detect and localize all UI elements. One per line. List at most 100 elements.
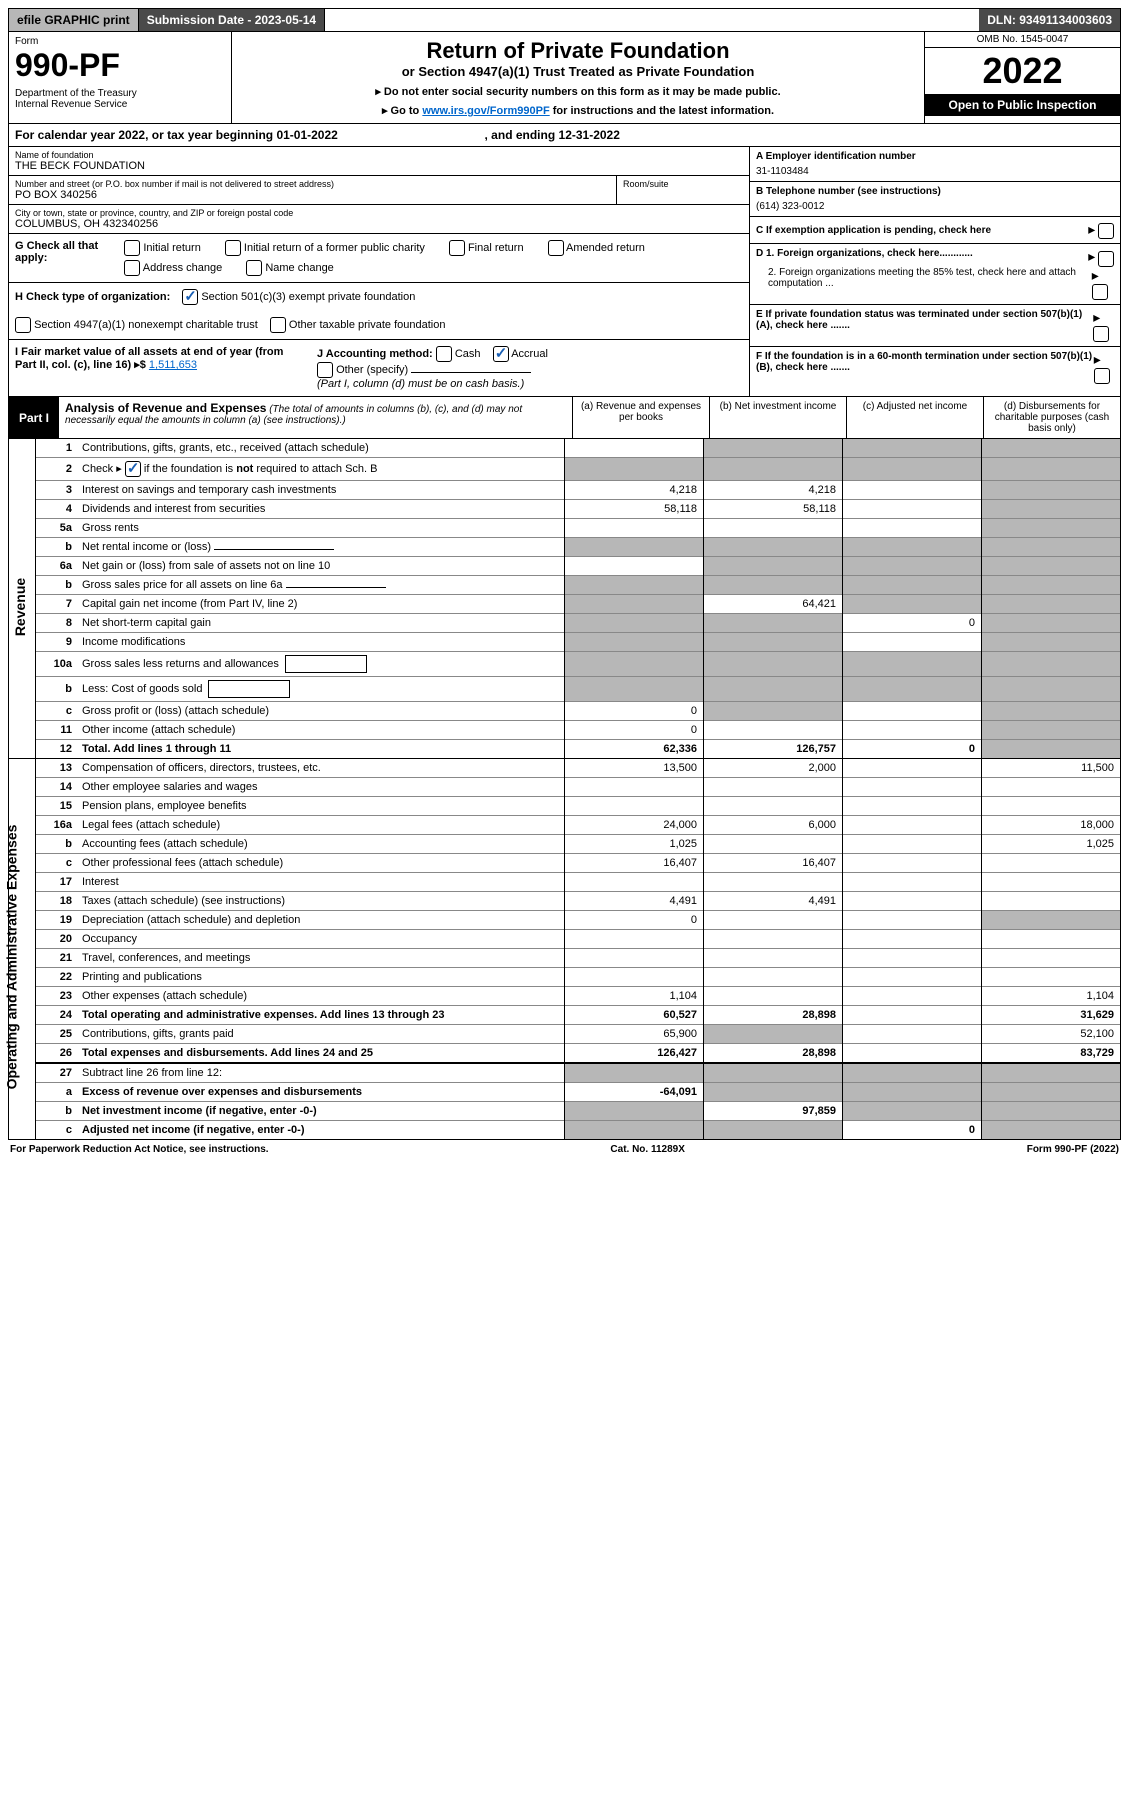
line-9: 9Income modifications — [36, 633, 1120, 652]
c-check[interactable]: ▸ — [1088, 221, 1114, 239]
line-10b-field[interactable] — [208, 680, 290, 698]
side-expenses-text: Operating and Administrative Expenses — [3, 825, 19, 1090]
line-21: 21Travel, conferences, and meetings — [36, 949, 1120, 968]
top-bar: efile GRAPHIC print Submission Date - 20… — [8, 8, 1121, 32]
header-right: OMB No. 1545-0047 2022 Open to Public In… — [925, 32, 1120, 123]
g-options: Initial return Initial return of a forme… — [124, 240, 743, 276]
h-4947[interactable]: Section 4947(a)(1) nonexempt charitable … — [15, 317, 258, 333]
line-22: 22Printing and publications — [36, 968, 1120, 987]
open-inspection: Open to Public Inspection — [925, 94, 1120, 116]
d1-check[interactable]: ▸ — [1088, 248, 1114, 266]
part1-title: Analysis of Revenue and Expenses — [65, 401, 266, 415]
g-amended[interactable]: Amended return — [548, 240, 645, 256]
line-10a: 10aGross sales less returns and allowanc… — [36, 652, 1120, 677]
line-16b: bAccounting fees (attach schedule)1,0251… — [36, 835, 1120, 854]
footer: For Paperwork Reduction Act Notice, see … — [8, 1140, 1121, 1159]
box-a: A Employer identification number 31-1103… — [750, 147, 1120, 182]
line-16a: 16aLegal fees (attach schedule)24,0006,0… — [36, 816, 1120, 835]
col-a-head: (a) Revenue and expenses per books — [572, 397, 709, 438]
j-cash[interactable]: Cash — [436, 348, 481, 360]
box-b: B Telephone number (see instructions) (6… — [750, 182, 1120, 217]
line-13: 13Compensation of officers, directors, t… — [36, 759, 1120, 778]
form-word: Form — [15, 36, 225, 47]
header-center: Return of Private Foundation or Section … — [232, 32, 925, 123]
line-15: 15Pension plans, employee benefits — [36, 797, 1120, 816]
line-10a-field[interactable] — [285, 655, 367, 673]
e-check[interactable]: ▸ — [1093, 309, 1114, 342]
line-24: 24Total operating and administrative exp… — [36, 1006, 1120, 1025]
g-addr[interactable]: Address change — [124, 260, 222, 276]
note2-pre: ▸ Go to — [382, 105, 422, 117]
note2-post: for instructions and the latest informat… — [550, 105, 774, 117]
col-c-head: (c) Adjusted net income — [846, 397, 983, 438]
g-label: G Check all that apply: — [15, 240, 112, 264]
line-4: 4Dividends and interest from securities5… — [36, 500, 1120, 519]
department: Department of the TreasuryInternal Reven… — [15, 88, 225, 110]
irs-link[interactable]: www.irs.gov/Form990PF — [422, 105, 549, 117]
line-10b: bLess: Cost of goods sold — [36, 677, 1120, 702]
form-subtitle: or Section 4947(a)(1) Trust Treated as P… — [238, 64, 918, 79]
foundation-name: THE BECK FOUNDATION — [15, 160, 743, 172]
d2-label: 2. Foreign organizations meeting the 85%… — [768, 267, 1092, 300]
i-value: 1,511,653 — [149, 359, 197, 371]
f-check[interactable]: ▸ — [1094, 351, 1114, 384]
line-5a: 5aGross rents — [36, 519, 1120, 538]
line-8: 8Net short-term capital gain0 — [36, 614, 1120, 633]
city-row: City or town, state or province, country… — [9, 205, 749, 234]
f-label: F If the foundation is in a 60-month ter… — [756, 351, 1094, 384]
name-label: Name of foundation — [15, 150, 743, 160]
j-block: J Accounting method: Cash Accrual Other … — [317, 346, 743, 390]
c-label: C If exemption application is pending, c… — [756, 225, 991, 236]
line-6b: bGross sales price for all assets on lin… — [36, 576, 1120, 595]
line-25: 25Contributions, gifts, grants paid65,90… — [36, 1025, 1120, 1044]
line-20: 20Occupancy — [36, 930, 1120, 949]
line-2: 2Check ▸ if the foundation is not requir… — [36, 458, 1120, 481]
name-row: Name of foundation THE BECK FOUNDATION — [9, 147, 749, 176]
d2-check[interactable]: ▸ — [1092, 267, 1114, 300]
box-d: D 1. Foreign organizations, check here..… — [750, 244, 1120, 304]
j-label: J Accounting method: — [317, 348, 433, 360]
h-501c3[interactable]: Section 501(c)(3) exempt private foundat… — [182, 289, 415, 305]
line-5b: bNet rental income or (loss) — [36, 538, 1120, 557]
g-initial[interactable]: Initial return — [124, 240, 201, 256]
b-label: B Telephone number (see instructions) — [756, 186, 1114, 197]
footer-mid: Cat. No. 11289X — [610, 1144, 684, 1155]
address: PO BOX 340256 — [15, 189, 610, 201]
ij-row: I Fair market value of all assets at end… — [9, 340, 749, 396]
submission-date: Submission Date - 2023-05-14 — [139, 9, 325, 31]
line-27: 27Subtract line 26 from line 12: — [36, 1063, 1120, 1083]
side-revenue: Revenue — [9, 439, 36, 758]
city-value: COLUMBUS, OH 432340256 — [15, 218, 743, 230]
g-initial-former[interactable]: Initial return of a former public charit… — [225, 240, 425, 256]
g-final[interactable]: Final return — [449, 240, 524, 256]
addr-label: Number and street (or P.O. box number if… — [15, 179, 610, 189]
city-label: City or town, state or province, country… — [15, 208, 743, 218]
line-26: 26Total expenses and disbursements. Add … — [36, 1044, 1120, 1064]
col-d-head: (d) Disbursements for charitable purpose… — [983, 397, 1120, 438]
a-value: 31-1103484 — [756, 162, 1114, 177]
omb-number: OMB No. 1545-0047 — [925, 32, 1120, 48]
info-grid: Name of foundation THE BECK FOUNDATION N… — [8, 147, 1121, 397]
part1-expenses-body: Operating and Administrative Expenses 13… — [8, 759, 1121, 1140]
g-name[interactable]: Name change — [246, 260, 334, 276]
line-16c: cOther professional fees (attach schedul… — [36, 854, 1120, 873]
line-7: 7Capital gain net income (from Part IV, … — [36, 595, 1120, 614]
line-18: 18Taxes (attach schedule) (see instructi… — [36, 892, 1120, 911]
j-other[interactable]: Other (specify) — [317, 364, 408, 376]
h-check-row: H Check type of organization: Section 50… — [9, 283, 749, 340]
j-accrual[interactable]: Accrual — [493, 348, 548, 360]
schb-check[interactable] — [125, 461, 141, 477]
line-11: 11Other income (attach schedule)0 — [36, 721, 1120, 740]
h-label: H Check type of organization: — [15, 291, 170, 303]
h-other[interactable]: Other taxable private foundation — [270, 317, 446, 333]
line-27a: aExcess of revenue over expenses and dis… — [36, 1083, 1120, 1102]
line-19: 19Depreciation (attach schedule) and dep… — [36, 911, 1120, 930]
d1-label: D 1. Foreign organizations, check here..… — [756, 248, 973, 266]
header-left: Form 990-PF Department of the TreasuryIn… — [9, 32, 232, 123]
info-left: Name of foundation THE BECK FOUNDATION N… — [9, 147, 749, 396]
efile-label: efile GRAPHIC print — [9, 9, 139, 31]
part1-revenue-body: Revenue 1Contributions, gifts, grants, e… — [8, 439, 1121, 759]
address-row: Number and street (or P.O. box number if… — [9, 176, 749, 205]
a-label: A Employer identification number — [756, 151, 1114, 162]
line-27c: cAdjusted net income (if negative, enter… — [36, 1121, 1120, 1140]
